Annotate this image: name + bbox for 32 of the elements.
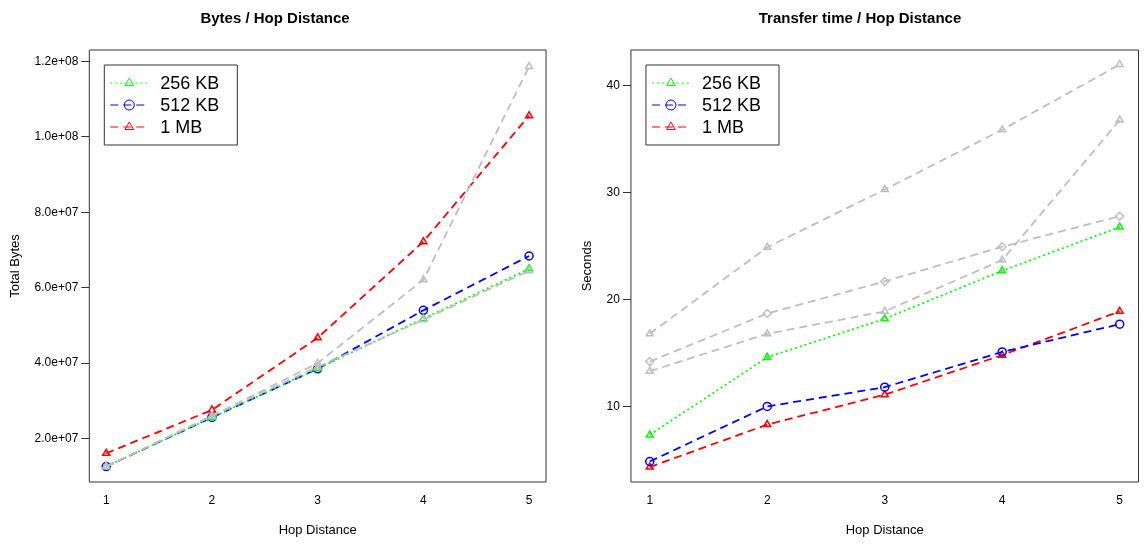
legend-label: 1 MB bbox=[701, 116, 744, 137]
x-tick-label: 1 bbox=[102, 492, 110, 507]
y-tick-label: 6.0e+07 bbox=[34, 280, 79, 295]
legend-label: 256 KB bbox=[160, 72, 220, 93]
x-tick-label: 5 bbox=[525, 492, 533, 507]
legend-label: 512 KB bbox=[160, 94, 220, 115]
legend-label: 1 MB bbox=[160, 116, 203, 137]
y-tick-label: 2.0e+07 bbox=[34, 430, 79, 445]
y-axis-title: Total Bytes bbox=[7, 233, 23, 298]
x-tick-label: 5 bbox=[1116, 492, 1124, 507]
legend-label: 512 KB bbox=[701, 94, 761, 115]
x-tick-label: 2 bbox=[208, 492, 216, 507]
y-axis-title: Seconds bbox=[579, 240, 595, 292]
x-tick-label: 4 bbox=[998, 492, 1006, 507]
chart-title: Bytes / Hop Distance bbox=[200, 9, 350, 27]
y-tick-label: 10 bbox=[606, 398, 621, 413]
legend-label: 256 KB bbox=[701, 72, 761, 93]
x-tick-label: 2 bbox=[763, 492, 771, 507]
x-tick-label: 4 bbox=[420, 492, 428, 507]
y-tick-label: 8.0e+07 bbox=[34, 204, 79, 219]
y-tick-label: 40 bbox=[606, 78, 621, 93]
chart-title: Transfer time / Hop Distance bbox=[758, 9, 962, 27]
y-tick-label: 1.2e+08 bbox=[34, 53, 79, 68]
x-tick-label: 3 bbox=[314, 492, 322, 507]
x-tick-label: 1 bbox=[646, 492, 654, 507]
y-tick-label: 20 bbox=[606, 291, 621, 306]
x-tick-label: 3 bbox=[881, 492, 889, 507]
y-tick-label: 30 bbox=[606, 185, 621, 200]
x-axis-title: Hop Distance bbox=[278, 521, 357, 537]
y-tick-label: 1.0e+08 bbox=[34, 129, 79, 144]
x-axis-title: Hop Distance bbox=[845, 521, 924, 537]
y-tick-label: 4.0e+07 bbox=[34, 355, 79, 370]
